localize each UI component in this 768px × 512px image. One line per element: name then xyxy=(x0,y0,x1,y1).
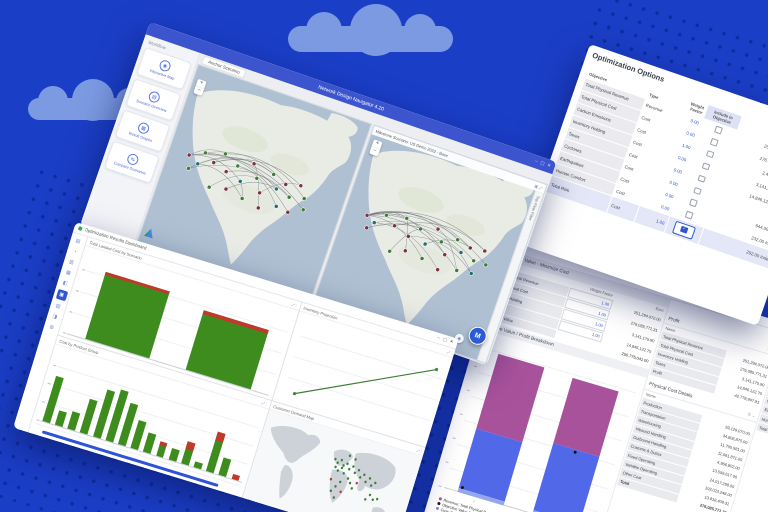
y-tick xyxy=(82,268,85,271)
bar[interactable] xyxy=(168,447,180,462)
rail-tool-icon-6[interactable]: ▧ xyxy=(54,302,62,310)
focused-cell[interactable] xyxy=(672,220,696,240)
y-tick xyxy=(62,332,66,334)
y-tick xyxy=(47,382,51,385)
stacked-bar[interactable] xyxy=(457,353,545,506)
y-tick xyxy=(53,364,56,367)
y-tick xyxy=(459,413,463,415)
maximize-button[interactable]: ▢ xyxy=(441,336,448,343)
panel-inventory-projection: Inventory Projection ⤢ ⋮ xyxy=(272,302,457,448)
include-checkbox[interactable] xyxy=(679,225,689,234)
panel-world-map: Customer Demand Map ⤢ ⋮ xyxy=(242,401,427,512)
include-checkbox[interactable] xyxy=(697,174,706,183)
minimize-button[interactable]: – xyxy=(436,335,441,341)
panel-menu-icon[interactable]: ⤢ ⋮ xyxy=(291,301,298,308)
rail-tool-icon-2[interactable]: ▥ xyxy=(68,258,75,267)
include-checkbox[interactable] xyxy=(710,137,719,147)
include-checkbox[interactable] xyxy=(701,162,710,171)
panel-menu-icon[interactable]: ⤢ ⋮ xyxy=(416,447,423,454)
window-network-maps: Network Design Navigator 4.20 – ▢ ✕ Work… xyxy=(80,22,557,366)
panel-menu-icon[interactable]: ⤢ ⋮ xyxy=(261,399,268,407)
map-panel-milestone[interactable]: Milestone Scenario: US Demo 2022 - Base … xyxy=(311,124,548,365)
window-results-dashboard: Optimization Results Dashboard – ▢ ✕ ▤ ◔ ▥… xyxy=(13,222,459,512)
y-tick xyxy=(75,290,79,292)
y-tick xyxy=(473,365,477,368)
rail-tool-icon-0[interactable]: ▤ xyxy=(74,237,82,245)
close-button[interactable]: ✕ xyxy=(448,338,454,345)
table-row[interactable]: Human Comfort232.00 xyxy=(758,413,768,455)
rail-tool-icon-8[interactable]: ◍ xyxy=(48,323,55,331)
bar-cap xyxy=(215,431,226,443)
include-checkbox[interactable] xyxy=(714,125,723,135)
bar[interactable] xyxy=(67,411,81,431)
legend-dot xyxy=(436,502,441,506)
bar[interactable] xyxy=(85,271,171,359)
bar-cap xyxy=(158,440,168,448)
y-tick xyxy=(69,311,73,313)
bar[interactable] xyxy=(143,432,157,454)
y-tick xyxy=(466,389,470,391)
segment-cost xyxy=(533,443,600,512)
row-label: Total Risk xyxy=(756,422,768,449)
maximize-button[interactable]: ▢ xyxy=(539,159,546,167)
include-checkbox[interactable] xyxy=(705,150,715,159)
google-logo-icon xyxy=(142,223,156,243)
map-panel-anchor[interactable]: + − xyxy=(136,63,372,304)
trend-line xyxy=(294,368,437,395)
y-tick xyxy=(36,419,40,421)
y-tick xyxy=(41,400,45,403)
panel-menu-icon[interactable]: ⤢ ⋮ xyxy=(446,348,453,356)
include-checkbox[interactable] xyxy=(693,186,702,195)
bar-cap xyxy=(104,271,171,295)
card-title: Profit xyxy=(667,316,680,325)
y-tick xyxy=(445,461,449,463)
maps-main: Anchor Scenario + − xyxy=(134,53,553,366)
sort-icon[interactable]: ⇅ ⌄ xyxy=(747,411,756,419)
bar[interactable] xyxy=(155,440,168,458)
window-controls: – ▢ ✕ xyxy=(534,158,552,169)
status-dot xyxy=(77,226,83,231)
legend-dot xyxy=(438,497,443,502)
close-button[interactable]: ✕ xyxy=(546,162,552,169)
minimize-button[interactable]: – xyxy=(534,158,539,164)
rail-tool-icon-4[interactable]: ◧ xyxy=(61,279,69,288)
y-tick xyxy=(452,437,456,439)
rail-tool-icon-7[interactable]: ◨ xyxy=(51,313,58,321)
y-tick xyxy=(438,485,442,487)
bar[interactable] xyxy=(218,457,232,478)
segment-revenue xyxy=(553,377,619,457)
cloud-shape xyxy=(288,4,453,56)
bar[interactable] xyxy=(54,410,67,428)
include-checkbox[interactable] xyxy=(689,198,698,208)
segment-revenue xyxy=(476,353,545,443)
x-tick: / xyxy=(473,498,475,504)
optimization-table: Objective Type Weight Factor Include in Obj… xyxy=(545,63,768,270)
rail-tool-icon-5[interactable]: ▣ xyxy=(55,288,68,302)
map-settings-icon[interactable]: ▣ ⤢ xyxy=(533,183,544,191)
bar-cap xyxy=(185,441,196,451)
table-row[interactable]: Total Risk292.00 xyxy=(756,422,768,464)
include-checkbox[interactable] xyxy=(684,210,694,220)
legend-dot xyxy=(435,506,440,511)
rail-tool-icon-3[interactable]: ▦ xyxy=(65,269,72,277)
rail-tool-icon-1[interactable]: ◔ xyxy=(72,248,78,256)
